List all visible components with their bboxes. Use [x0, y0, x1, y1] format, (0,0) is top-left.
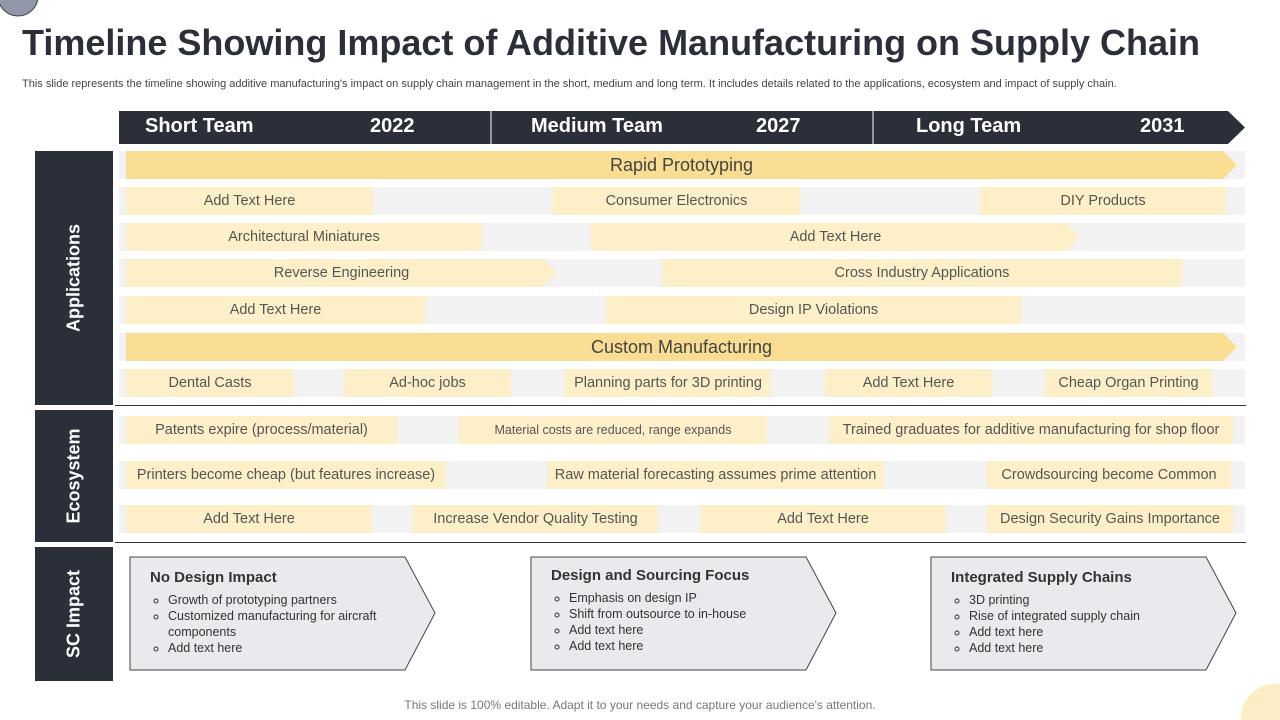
timeline-item: Patents expire (process/material)	[126, 416, 397, 444]
year: 2031	[1140, 115, 1185, 137]
section-label-text: Applications	[63, 223, 84, 333]
section-label-text: SC Impact	[63, 569, 84, 659]
impact-card: Design and Sourcing Focus Emphasis on des…	[551, 567, 801, 654]
timeline-item: Trained graduates for additive manufactu…	[829, 416, 1233, 444]
card-point: Add text here	[569, 622, 801, 638]
timeline-item: Architectural Miniatures	[126, 223, 482, 251]
timeline-item: Add Text Here	[825, 369, 992, 397]
subtitle: This slide represents the timeline showi…	[22, 78, 1117, 90]
card-shape	[930, 556, 1237, 671]
impact-card: Integrated Supply Chains 3D printingRise …	[951, 569, 1201, 656]
card-title: Design and Sourcing Focus	[551, 567, 750, 584]
section-label: SC Impact	[35, 547, 113, 681]
timeline-item: Design Security Gains Importance	[987, 505, 1233, 533]
section-label-text: Ecosystem	[63, 428, 84, 524]
decor-circle	[1241, 684, 1280, 720]
separator	[115, 542, 1246, 543]
card-point: Shift from outsource to in-house	[569, 606, 801, 622]
phase: Long Team	[916, 115, 1022, 137]
year: 2022	[370, 115, 415, 137]
timeline-bar	[119, 111, 1245, 144]
timeline-item: Rapid Prototyping	[126, 151, 1237, 179]
timeline-item: Design IP Violations	[606, 296, 1021, 324]
timeline-item: Planning parts for 3D printing	[565, 369, 771, 397]
separator	[115, 405, 1246, 406]
timeline-item: Add Text Here	[126, 296, 425, 324]
section-label: Applications	[35, 151, 113, 405]
timeline-item: DIY Products	[980, 187, 1226, 215]
card-title: No Design Impact	[150, 569, 277, 586]
card-point: Customized manufacturing for aircraft co…	[168, 608, 400, 640]
timeline-item: Material costs are reduced, range expand…	[459, 416, 767, 444]
timeline-item: Add Text Here	[126, 187, 373, 215]
card-point: Rise of integrated supply chain	[969, 608, 1201, 624]
card-list: Growth of prototyping partnersCustomized…	[150, 592, 400, 656]
year: 2027	[756, 115, 801, 137]
phase: Short Team	[145, 115, 254, 137]
card-shape	[129, 556, 436, 671]
card-list: Emphasis on design IPShift from outsourc…	[551, 590, 801, 654]
card-shape	[530, 556, 837, 671]
card-point: Add text here	[569, 638, 801, 654]
title: Timeline Showing Impact of Additive Manu…	[22, 22, 1201, 63]
card-point: Growth of prototyping partners	[168, 592, 400, 608]
card-point: Add text here	[969, 640, 1201, 656]
card-list: 3D printingRise of integrated supply cha…	[951, 592, 1201, 656]
timeline-item: Crowdsourcing become Common	[987, 461, 1231, 489]
timeline-item: Dental Casts	[126, 369, 294, 397]
timeline-item: Reverse Engineering	[126, 259, 557, 287]
card-point: Emphasis on design IP	[569, 590, 801, 606]
decor-circle	[0, 0, 39, 17]
timeline-item: Add Text Here	[700, 505, 946, 533]
timeline-item: Cross Industry Applications	[662, 259, 1182, 287]
timeline-item: Consumer Electronics	[553, 187, 800, 215]
impact-card: No Design Impact Growth of prototyping pa…	[150, 569, 400, 656]
timeline-item: Ad-hoc jobs	[344, 369, 511, 397]
footer: This slide is 100% editable. Adapt it to…	[404, 698, 876, 712]
section-label: Ecosystem	[35, 410, 113, 542]
timeline-item: Raw material forecasting assumes prime a…	[547, 461, 884, 489]
timeline-item: Increase Vendor Quality Testing	[413, 505, 658, 533]
timeline-item: Printers become cheap (but features incr…	[126, 461, 446, 489]
timeline-item: Custom Manufacturing	[126, 333, 1237, 361]
timeline-item: Add Text Here	[126, 505, 372, 533]
phase: Medium Team	[531, 115, 663, 137]
card-point: 3D printing	[969, 592, 1201, 608]
card-point: Add text here	[168, 640, 400, 656]
timeline-item: Add Text Here	[591, 223, 1080, 251]
card-title: Integrated Supply Chains	[951, 569, 1132, 586]
timeline-item: Cheap Organ Printing	[1045, 369, 1212, 397]
card-point: Add text here	[969, 624, 1201, 640]
